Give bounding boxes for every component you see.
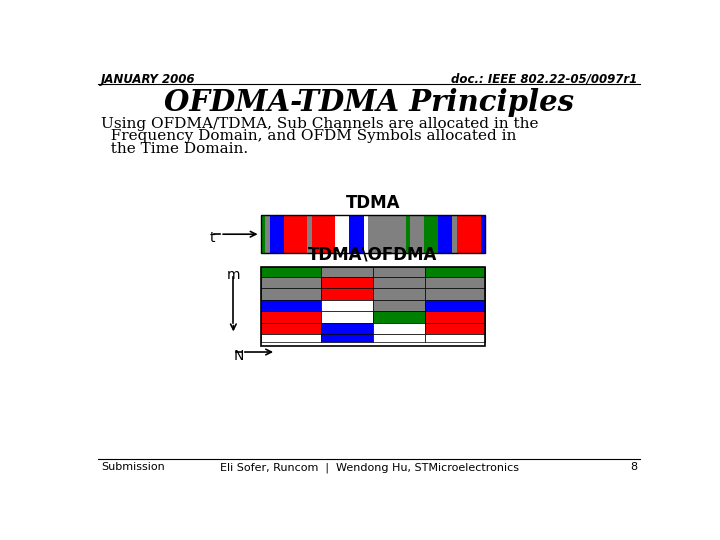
Bar bbox=[261, 277, 321, 288]
Bar bbox=[392, 215, 396, 253]
Text: Frequency Domain, and OFDM Symbols allocated in: Frequency Domain, and OFDM Symbols alloc… bbox=[101, 130, 516, 144]
Text: 8: 8 bbox=[630, 462, 637, 472]
Bar bbox=[438, 215, 452, 253]
Bar bbox=[452, 215, 457, 253]
Bar bbox=[373, 215, 377, 253]
Bar bbox=[373, 267, 425, 277]
Text: JANUARY 2006: JANUARY 2006 bbox=[101, 72, 195, 85]
Bar bbox=[420, 215, 424, 253]
Text: t: t bbox=[210, 231, 215, 245]
Text: Submission: Submission bbox=[101, 462, 165, 472]
Bar bbox=[321, 277, 373, 288]
Bar bbox=[425, 288, 485, 300]
Bar bbox=[424, 215, 438, 253]
Bar bbox=[345, 215, 349, 253]
Bar bbox=[387, 215, 392, 253]
Bar bbox=[340, 215, 345, 253]
Text: N: N bbox=[233, 349, 244, 363]
Bar bbox=[425, 300, 485, 312]
Bar bbox=[457, 215, 480, 253]
Text: m: m bbox=[227, 268, 240, 282]
Bar bbox=[480, 215, 485, 253]
Bar bbox=[382, 215, 387, 253]
Bar bbox=[261, 215, 485, 253]
Text: OFDMA-TDMA Principles: OFDMA-TDMA Principles bbox=[164, 88, 574, 117]
Bar bbox=[261, 288, 321, 300]
Bar bbox=[364, 215, 368, 253]
Bar bbox=[261, 215, 265, 253]
Bar bbox=[312, 215, 336, 253]
Bar bbox=[261, 300, 321, 312]
Bar bbox=[401, 215, 405, 253]
Text: TDMA\OFDMA: TDMA\OFDMA bbox=[308, 246, 438, 264]
Bar bbox=[261, 334, 321, 342]
Bar bbox=[261, 267, 321, 277]
Text: Eli Sofer, Runcom  |  Wendong Hu, STMicroelectronics: Eli Sofer, Runcom | Wendong Hu, STMicroe… bbox=[220, 462, 518, 472]
Bar bbox=[284, 215, 307, 253]
Bar bbox=[373, 288, 425, 300]
Bar bbox=[373, 277, 425, 288]
Bar bbox=[336, 215, 340, 253]
Bar bbox=[425, 277, 485, 288]
Bar bbox=[405, 215, 410, 253]
Bar bbox=[321, 334, 373, 342]
Bar bbox=[261, 267, 485, 346]
Bar bbox=[261, 323, 321, 334]
Bar bbox=[321, 323, 373, 334]
Bar bbox=[377, 215, 382, 253]
Bar bbox=[261, 312, 321, 323]
Bar bbox=[349, 215, 364, 253]
Bar bbox=[368, 215, 373, 253]
Bar bbox=[396, 215, 401, 253]
Bar bbox=[373, 323, 425, 334]
Text: doc.: IEEE 802.22-05/0097r1: doc.: IEEE 802.22-05/0097r1 bbox=[451, 72, 637, 85]
Bar bbox=[321, 267, 373, 277]
Bar bbox=[373, 334, 425, 342]
Bar bbox=[425, 334, 485, 342]
Text: TDMA: TDMA bbox=[346, 194, 400, 212]
Bar bbox=[373, 300, 425, 312]
Bar bbox=[425, 312, 485, 323]
Bar bbox=[307, 215, 312, 253]
Text: the Time Domain.: the Time Domain. bbox=[101, 142, 248, 156]
Bar bbox=[270, 215, 284, 253]
Bar bbox=[425, 323, 485, 334]
Bar bbox=[321, 300, 373, 312]
Bar bbox=[265, 215, 270, 253]
Bar bbox=[321, 288, 373, 300]
Bar bbox=[415, 215, 420, 253]
Bar bbox=[321, 312, 373, 323]
Bar bbox=[410, 215, 415, 253]
Bar bbox=[425, 267, 485, 277]
Text: Using OFDMA/TDMA, Sub Channels are allocated in the: Using OFDMA/TDMA, Sub Channels are alloc… bbox=[101, 117, 539, 131]
Bar bbox=[373, 312, 425, 323]
